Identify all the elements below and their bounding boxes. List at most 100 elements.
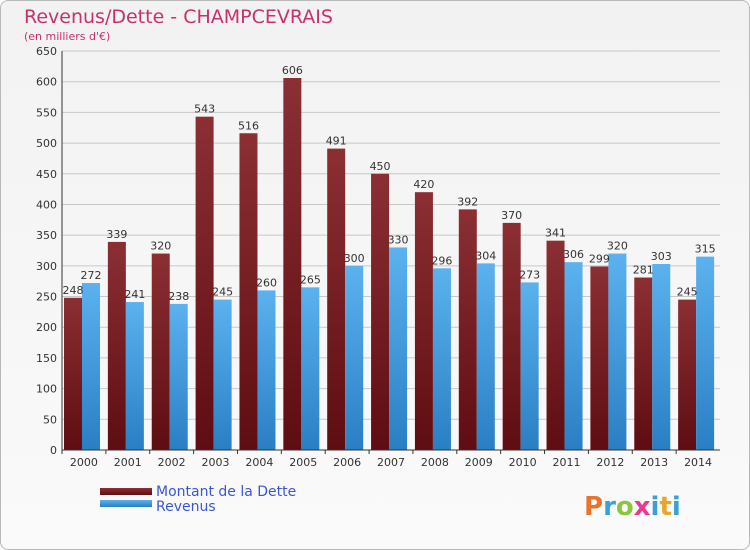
legend-label-revenue: Revenus	[156, 499, 216, 515]
data-label-debt-2000: 248	[63, 284, 84, 297]
y-tick-label: 600	[36, 76, 57, 89]
data-label-debt-2004: 516	[238, 119, 259, 132]
bar-debt-2003	[195, 116, 214, 450]
bar-revenue-2012	[608, 253, 627, 450]
y-tick-label: 50	[43, 413, 57, 426]
bars	[64, 78, 715, 451]
bar-debt-2009	[458, 209, 477, 450]
bar-revenue-2004	[257, 290, 276, 450]
x-tick-label: 2010	[509, 456, 537, 469]
data-label-revenue-2000: 272	[81, 269, 102, 282]
bar-revenue-2009	[476, 263, 495, 450]
y-tick-label: 150	[36, 352, 57, 365]
x-tick-label: 2008	[421, 456, 449, 469]
bar-revenue-2006	[345, 265, 364, 450]
y-tick-label: 350	[36, 229, 57, 242]
bar-revenue-2013	[652, 264, 671, 450]
x-tick-label: 2012	[596, 456, 624, 469]
bar-debt-2011	[546, 240, 565, 450]
bar-debt-2005	[283, 78, 302, 451]
data-label-revenue-2003: 245	[212, 286, 233, 299]
data-label-revenue-2014: 315	[695, 243, 716, 256]
data-label-revenue-2008: 296	[431, 254, 452, 267]
bar-revenue-2011	[564, 262, 583, 450]
x-tick-label: 2004	[245, 456, 273, 469]
bar-revenue-2005	[301, 287, 320, 450]
chart-title: Revenus/Dette - CHAMPCEVRAIS	[24, 6, 333, 28]
legend-swatch-debt	[100, 488, 152, 495]
y-tick-label: 550	[36, 106, 57, 119]
y-tick-label: 500	[36, 137, 57, 150]
bar-revenue-2007	[389, 247, 408, 450]
bar-debt-2002	[151, 253, 170, 450]
bar-debt-2006	[327, 148, 346, 450]
data-label-debt-2005: 606	[282, 64, 303, 77]
x-tick-label: 2006	[333, 456, 361, 469]
bar-debt-2001	[107, 241, 126, 450]
data-label-debt-2013: 281	[633, 264, 654, 277]
legend-swatch-revenue	[100, 500, 152, 507]
y-tick-label: 100	[36, 383, 57, 396]
data-label-revenue-2006: 300	[344, 252, 365, 265]
y-tick-label: 300	[36, 260, 57, 273]
legend-label-debt: Montant de la Dette	[156, 484, 297, 500]
bar-debt-2007	[371, 173, 390, 450]
data-labels: 248 272 339 241 320 238 543 245 516 260 606 265 491 3…	[63, 64, 716, 303]
data-label-revenue-2012: 320	[607, 240, 628, 253]
data-label-revenue-2009: 304	[475, 249, 496, 262]
x-tick-label: 2009	[465, 456, 493, 469]
y-tick-label: 250	[36, 291, 57, 304]
data-label-debt-2011: 341	[545, 227, 566, 240]
x-tick-label: 2002	[158, 456, 186, 469]
y-tick-label: 650	[36, 45, 57, 58]
bar-revenue-2002	[169, 303, 188, 450]
x-tick-label: 2014	[684, 456, 712, 469]
bar-debt-2012	[590, 266, 609, 450]
x-tick-label: 2001	[114, 456, 142, 469]
bar-debt-2004	[239, 133, 258, 451]
chart-subtitle: (en milliers d'€)	[24, 30, 111, 43]
data-label-revenue-2005: 265	[300, 273, 321, 286]
bar-debt-2000	[64, 297, 82, 450]
data-label-debt-2008: 420	[413, 178, 434, 191]
data-label-debt-2003: 543	[194, 103, 215, 116]
bar-debt-2013	[634, 277, 653, 450]
data-label-revenue-2001: 241	[124, 288, 145, 301]
data-label-revenue-2011: 306	[563, 248, 584, 261]
bar-debt-2014	[678, 299, 697, 450]
bar-debt-2010	[502, 222, 521, 450]
data-label-debt-2012: 299	[589, 252, 610, 265]
x-tick-label: 2003	[202, 456, 230, 469]
x-tick-label: 2007	[377, 456, 405, 469]
bar-revenue-2000	[82, 283, 100, 450]
y-tick-label: 450	[36, 168, 57, 181]
bar-revenue-2010	[520, 282, 539, 450]
data-label-debt-2009: 392	[457, 195, 478, 208]
bar-revenue-2008	[432, 268, 451, 450]
bar-revenue-2003	[213, 299, 232, 450]
data-label-debt-2002: 320	[150, 240, 171, 253]
axes: 0 50 100 150 200 250 300 350 400 450 500 550 600 650 2…	[36, 45, 720, 469]
data-label-debt-2007: 450	[370, 160, 391, 173]
x-tick-label: 2011	[552, 456, 580, 469]
data-label-debt-2014: 245	[677, 286, 698, 299]
data-label-revenue-2010: 273	[519, 268, 540, 281]
proxiti-logo: Proxiti	[584, 492, 681, 520]
x-tick-label: 2005	[289, 456, 317, 469]
y-tick-label: 0	[50, 444, 57, 457]
data-label-debt-2006: 491	[326, 135, 347, 148]
data-label-revenue-2013: 303	[651, 250, 672, 263]
x-tick-label: 2013	[640, 456, 668, 469]
data-label-debt-2010: 370	[501, 209, 522, 222]
y-tick-label: 200	[36, 321, 57, 334]
data-label-revenue-2004: 260	[256, 276, 277, 289]
x-tick-label: 2000	[70, 456, 98, 469]
bar-revenue-2014	[696, 256, 715, 450]
data-label-revenue-2007: 330	[388, 233, 409, 246]
svg-text:Proxiti: Proxiti	[584, 492, 681, 520]
data-label-revenue-2002: 238	[168, 290, 189, 303]
bar-revenue-2001	[125, 302, 144, 450]
y-tick-label: 400	[36, 198, 57, 211]
data-label-debt-2001: 339	[106, 228, 127, 241]
